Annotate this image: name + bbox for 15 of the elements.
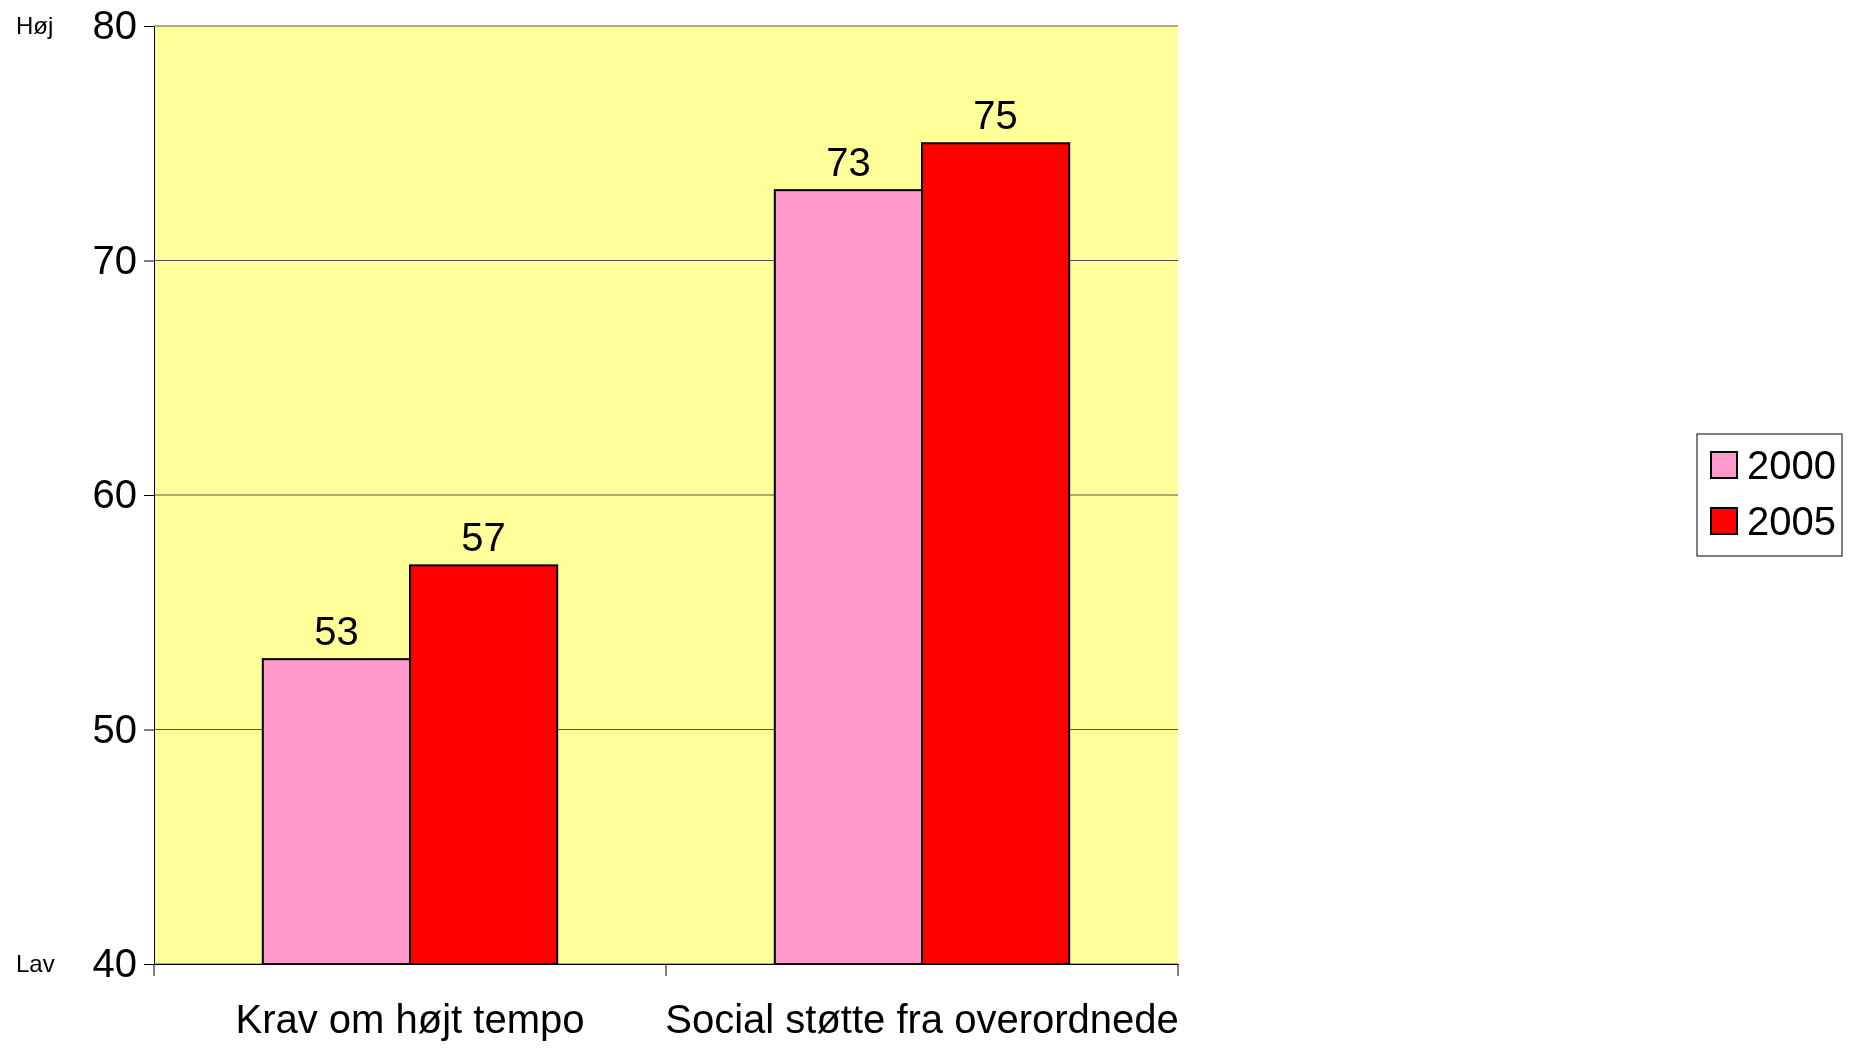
legend-label: 2000 [1747, 443, 1836, 487]
legend-label: 2005 [1747, 499, 1836, 543]
data-label: 73 [826, 140, 871, 185]
text: Høj [16, 12, 54, 39]
data-label: 75 [973, 93, 1018, 138]
y-tick-label: 70 [92, 237, 137, 282]
x-tick-label: Social støtte fra overordnede [665, 997, 1179, 1041]
y-tick-label: 40 [92, 941, 137, 986]
y-tick-label: 80 [92, 3, 137, 48]
y-tick-label: 50 [92, 706, 137, 751]
data-label: 53 [314, 609, 359, 654]
x-tick-label: Krav om højt tempo [235, 997, 585, 1041]
data-label: 57 [461, 515, 506, 560]
y-tick-label: 60 [92, 472, 137, 517]
text: Lav [16, 950, 55, 977]
